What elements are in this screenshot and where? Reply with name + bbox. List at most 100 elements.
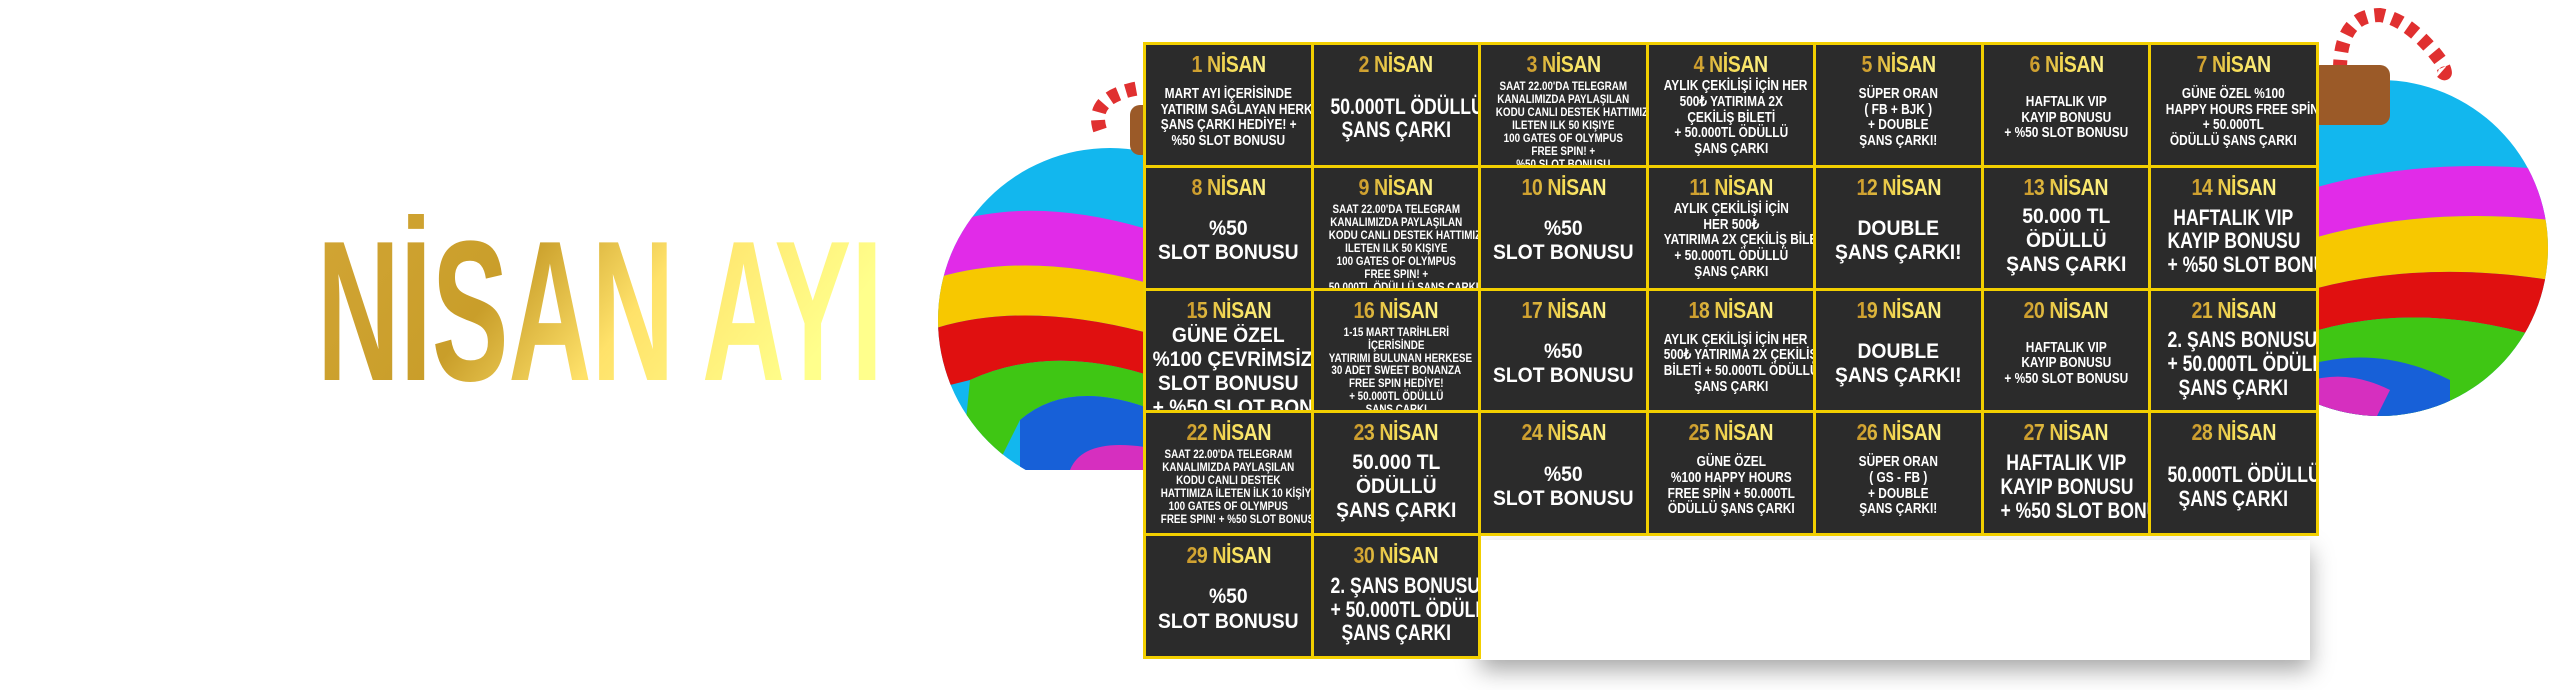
- day-label: 9 NİSAN: [1358, 173, 1434, 200]
- calendar-day-cell: 7 NİSAN GÜNE ÖZEL %100 HAPPY HOURS FREE SP…: [2148, 42, 2319, 168]
- day-label: 17 NİSAN: [1521, 296, 1606, 323]
- promo-line: ÖDÜLLÜ: [2025, 229, 2107, 253]
- promo-line: 2. ŞANS BONUSU: [2167, 327, 2318, 353]
- promo-line: ŞANS ÇARKI: [1341, 620, 1451, 646]
- promo-line: ILETEN ILK 50 KIŞIYE: [1344, 240, 1447, 255]
- calendar-day-cell: 6 NİSAN HAFTALIK VIP KAYIP BONUSU + %50 SLO…: [1980, 42, 2152, 168]
- promo-line: ÇEKİLİŞ BİLETİ: [1687, 109, 1775, 126]
- calendar-day-cell: 3 NİSAN SAAT 22.00'DA TELEGRAM KANALIMIZDA…: [1478, 42, 1649, 168]
- calendar-day-cell: 13 NİSAN 50.000 TL ÖDÜLLÜ ŞANS ÇARKI: [1980, 164, 2152, 291]
- promo-line: + 50.000TL ÖDÜLLÜ: [1674, 248, 1788, 265]
- promo-line: 50.000TL ÖDÜLLÜ ŞANS ÇARKI: [1328, 279, 1479, 291]
- promo-text: 50.000TL ÖDÜLLÜ ŞANS ÇARKI: [2151, 446, 2316, 533]
- promo-line: ŞANS ÇARKI HEDİYE! +: [1160, 117, 1297, 134]
- promo-text: SAAT 22.00'DA TELEGRAM KANALIMIZDA PAYLAŞ…: [1481, 78, 1649, 168]
- promo-text: 50.000TL ÖDÜLLÜ ŞANS ÇARKI: [1314, 78, 1478, 165]
- promo-line: + %50 SLOT BONUSU: [2167, 252, 2316, 278]
- promo-line: %50: [1544, 462, 1583, 486]
- calendar-day-cell: 25 NİSAN GÜNE ÖZEL %100 HAPPY HOURS FREE SP…: [1645, 410, 1817, 537]
- promo-line: SLOT BONUSU: [1493, 241, 1634, 265]
- promo-line: ŞANS ÇARKI: [1365, 402, 1427, 414]
- promo-line: FREE SPIN! +: [1363, 266, 1428, 281]
- promo-line: 100 GATES OF OLYMPUS: [1168, 499, 1288, 514]
- promo-line: ÖDÜLLÜ ŞANS ÇARKI: [2170, 133, 2298, 150]
- promo-line: FREE SPIN! + %50 SLOT BONUSU: [1160, 512, 1314, 527]
- day-label: 23 NİSAN: [1353, 419, 1439, 446]
- day-label: 7 NİSAN: [2196, 51, 2272, 77]
- promo-text: 50.000 TL ÖDÜLLÜ ŞANS ÇARKI: [1984, 201, 2149, 288]
- promo-text: GÜNE ÖZEL %100 HAPPY HOURS FREE SPİN + 50.…: [2151, 78, 2316, 165]
- title-text: NİSAN AYI: [317, 214, 883, 394]
- grid-shadow: [1480, 540, 2310, 660]
- calendar-day-cell: 20 NİSAN HAFTALIK VIP KAYIP BONUSU + %50 SL…: [1980, 287, 2152, 414]
- promo-line: FREE SPIN HEDİYE!: [1348, 376, 1444, 391]
- calendar-day-cell: 17 NİSAN %50 SLOT BONUSU: [1478, 287, 1649, 414]
- promo-line: 30 ADET SWEET BONANZA: [1330, 363, 1461, 378]
- day-label: 29 NİSAN: [1185, 542, 1271, 569]
- promo-line: MART AYI İÇERİSİNDE: [1164, 86, 1292, 103]
- promo-line: HER 500₺: [1703, 216, 1759, 233]
- promo-line: GÜNE ÖZEL: [1696, 454, 1766, 471]
- promo-line: AYLIK ÇEKİLİŞİ İÇİN HER: [1663, 78, 1808, 95]
- promo-text: SÜPER ORAN( FB + BJK ) + DOUBLE ŞANS ÇARKI…: [1816, 78, 1981, 165]
- promo-line: ŞANS ÇARKI: [2006, 253, 2127, 277]
- promo-line: KODU CANLI DESTEK HATTIMIZA: [1495, 104, 1649, 119]
- day-label: 19 NİSAN: [1856, 296, 1941, 323]
- calendar-day-cell: 9 NİSAN SAAT 22.00'DA TELEGRAM KANALIMIZDA…: [1310, 164, 1482, 291]
- promo-line: 50.000 TL: [2022, 204, 2111, 228]
- day-label: 13 NİSAN: [2023, 173, 2109, 200]
- promo-text: %50 SLOT BONUSU: [1481, 446, 1646, 533]
- promo-text: %50 SLOT BONUSU: [1146, 569, 1311, 656]
- promo-line: YATIRIM SAĞLAYAN HERKESE: [1160, 101, 1313, 118]
- promo-line: ŞANS ÇARKI!: [1859, 133, 1938, 150]
- calendar-day-cell: 28 NİSAN 50.000TL ÖDÜLLÜ ŞANS ÇARKI: [2148, 410, 2319, 537]
- day-label: 10 NİSAN: [1521, 173, 1606, 200]
- promo-line: YATIRIMA 2X ÇEKİLİŞ BİLETİ: [1663, 232, 1817, 249]
- promo-line: SÜPER ORAN: [1858, 454, 1939, 471]
- promo-line: DOUBLE: [1857, 217, 1940, 241]
- calendar-day-cell: 22 NİSAN SAAT 22.00'DA TELEGRAM KANALIMIZD…: [1143, 410, 1314, 537]
- promo-line: ÖDÜLLÜ: [1355, 474, 1437, 498]
- promo-line: + %50 SLOT BONUSU: [2000, 497, 2148, 523]
- promo-line: + DOUBLE: [1868, 485, 1929, 502]
- promo-line: ŞANS ÇARKI!: [1835, 363, 1962, 387]
- promo-line: ÖDÜLLÜ ŞANS ÇARKI: [1667, 501, 1795, 518]
- day-label: 15 NİSAN: [1185, 296, 1271, 323]
- promo-line: ( FB + BJK ): [1864, 101, 1933, 118]
- promo-line: 50.000TL ÖDÜLLÜ: [2167, 462, 2319, 488]
- calendar-day-cell: 29 NİSAN %50 SLOT BONUSU: [1143, 533, 1314, 659]
- promo-line: YATIRIMI BULUNAN HERKESE: [1328, 350, 1472, 365]
- promo-line: SAAT 22.00'DA TELEGRAM: [1499, 79, 1628, 93]
- calendar-day-cell: 27 NİSAN HAFTALIK VIP KAYIP BONUSU + %50 SL…: [1980, 410, 2152, 537]
- promo-text: GÜNE ÖZEL %100 ÇEVRİMSİZ SLOT BONUSU + %50 …: [1146, 324, 1311, 411]
- promo-line: + 50.000TL ÖDÜLLÜ: [2167, 351, 2316, 377]
- promo-text: AYLIK ÇEKİLİŞİ İÇİN HER 500₺ YATIRIMA 2X …: [1649, 324, 1814, 411]
- promo-line: ŞANS ÇARKI: [1341, 117, 1451, 143]
- day-label: 25 NİSAN: [1688, 419, 1774, 446]
- day-label: 20 NİSAN: [2023, 296, 2109, 323]
- day-label: 11 NİSAN: [1689, 173, 1773, 200]
- promo-line: + %50 SLOT BONUSU: [2004, 370, 2129, 387]
- promo-line: FREE SPİN + 50.000TL: [1667, 485, 1795, 502]
- day-label: 28 NİSAN: [2191, 419, 2277, 446]
- calendar-day-cell: 12 NİSAN DOUBLE ŞANS ÇARKI!: [1813, 164, 1984, 291]
- promo-line: 500₺ YATIRIMA 2X ÇEKİLİŞ: [1663, 347, 1817, 364]
- promo-line: ŞANS ÇARKI: [1693, 140, 1768, 157]
- promo-line: KANALIMIZDA PAYLAŞILAN: [1497, 91, 1630, 106]
- calendar-day-cell: 4 NİSAN AYLIK ÇEKİLİŞİ İÇİN HER 500₺ YATIR…: [1645, 42, 1817, 168]
- day-label: 2 NİSAN: [1358, 51, 1434, 77]
- day-label: 5 NİSAN: [1861, 51, 1936, 77]
- promo-line: 500₺ YATIRIMA 2X: [1679, 93, 1783, 110]
- calendar-day-cell: 19 NİSAN DOUBLE ŞANS ÇARKI!: [1813, 287, 1984, 414]
- promo-line: KANALIMIZDA PAYLAŞILAN: [1162, 460, 1295, 475]
- promo-line: ŞANS ÇARKI: [1693, 378, 1768, 395]
- promo-line: ŞANS ÇARKI: [1693, 263, 1768, 280]
- promo-line: %50: [1208, 217, 1248, 241]
- promo-line: %50 SLOT BONUSU: [1516, 156, 1611, 168]
- promo-line: SAAT 22.00'DA TELEGRAM: [1332, 201, 1460, 216]
- promo-text: DOUBLE ŞANS ÇARKI!: [1816, 201, 1981, 288]
